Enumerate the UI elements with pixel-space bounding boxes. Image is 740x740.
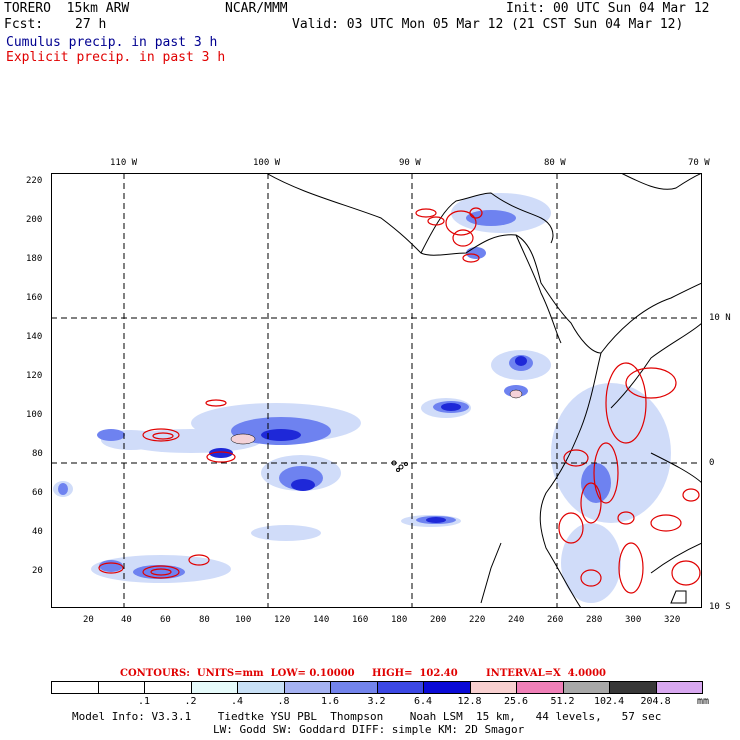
valid-time: Valid: 03 UTC Mon 05 Mar 12 (21 CST Sun … (292, 17, 684, 32)
x-tick-label: 140 (313, 615, 330, 625)
y-tick-label: 220 (26, 176, 43, 186)
init-time: Init: 00 UTC Sun 04 Mar 12 (506, 1, 710, 16)
legend-explicit: Explicit precip. in past 3 h (6, 50, 226, 65)
forecast-hour: 27 h (75, 17, 107, 32)
x-tick-label: 300 (625, 615, 642, 625)
y-tick-label: 200 (26, 215, 43, 225)
x-tick-label: 320 (664, 615, 681, 625)
x-tick-label: 220 (469, 615, 486, 625)
y-tick-label: 20 (32, 566, 43, 576)
color-scale-swatch (330, 681, 378, 694)
color-scale-swatch (423, 681, 471, 694)
y-tick-label: 80 (32, 449, 43, 459)
y-tick-label: 140 (26, 332, 43, 342)
contour-high: HIGH= 102.40 (372, 668, 458, 679)
model-physics: LW: Godd SW: Goddard DIFF: simple KM: 2D… (213, 723, 525, 736)
y-tick-label: 120 (26, 371, 43, 381)
explicit-precip-contours (98, 207, 701, 594)
x-tick-label: 80 (199, 615, 210, 625)
x-tick-label: 20 (83, 615, 94, 625)
map-frame (51, 173, 702, 608)
contour-info: CONTOURS: UNITS=mm LOW= 0.10000 (120, 668, 355, 679)
color-scale-label: 12.8 (457, 696, 482, 707)
y-tick-label: 60 (32, 488, 43, 498)
x-tick-label: 120 (274, 615, 291, 625)
x-tick-label: 40 (121, 615, 132, 625)
y-tick-label: 180 (26, 254, 43, 264)
model-info: Model Info: V3.3.1 Tiedtke YSU PBL Thomp… (72, 710, 662, 723)
lon-label: 110 W (110, 158, 138, 168)
contour-interval: INTERVAL=X 4.0000 (486, 668, 606, 679)
color-scale-swatch (609, 681, 657, 694)
color-scale-swatch (562, 681, 610, 694)
lat-lon-grid (51, 173, 702, 608)
color-scale-label: .1 (138, 696, 151, 707)
x-tick-label: 180 (391, 615, 408, 625)
lon-label: 70 W (688, 158, 710, 168)
color-scale-label: 204.8 (640, 696, 671, 707)
heavy-precip-shading (209, 356, 527, 523)
x-tick-label: 280 (586, 615, 603, 625)
x-tick-label: 100 (235, 615, 252, 625)
color-scale-swatch (190, 681, 238, 694)
color-scale-label: .4 (231, 696, 244, 707)
legend-cumulus: Cumulus precip. in past 3 h (6, 35, 218, 50)
color-scale-units: mm (697, 696, 710, 707)
x-tick-label: 260 (547, 615, 564, 625)
forecast-label: Fcst: (4, 17, 44, 32)
x-tick-label: 240 (508, 615, 525, 625)
lon-label: 90 W (399, 158, 421, 168)
color-scale-swatch (469, 681, 517, 694)
color-scale-swatch (516, 681, 564, 694)
lat-label: 10 N (709, 313, 731, 323)
color-scale-label: .8 (277, 696, 290, 707)
lon-label: 100 W (253, 158, 281, 168)
color-scale-label: 25.6 (504, 696, 529, 707)
lat-label: 10 S (709, 602, 731, 612)
color-scale-swatch (376, 681, 424, 694)
y-tick-label: 100 (26, 410, 43, 420)
x-tick-label: 60 (160, 615, 171, 625)
color-scale-label: 3.2 (367, 696, 386, 707)
color-scale-label: .2 (184, 696, 197, 707)
color-scale-swatch (51, 681, 99, 694)
color-scale-label: 1.6 (321, 696, 340, 707)
color-scale-swatch (97, 681, 145, 694)
color-scale-swatch (144, 681, 192, 694)
organization: NCAR/MMM (225, 1, 288, 16)
color-scale-label: 6.4 (414, 696, 433, 707)
x-tick-label: 200 (430, 615, 447, 625)
lon-label: 80 W (544, 158, 566, 168)
y-tick-label: 160 (26, 293, 43, 303)
color-scale-swatch (655, 681, 703, 694)
color-scale-label: 102.4 (594, 696, 625, 707)
color-scale-label: 51.2 (550, 696, 575, 707)
x-tick-label: 160 (352, 615, 369, 625)
color-scale-swatch (237, 681, 285, 694)
moderate-precip-shading (58, 210, 611, 579)
color-scale-swatch (283, 681, 331, 694)
precipitation-map (51, 173, 702, 608)
y-tick-label: 40 (32, 527, 43, 537)
model-name: TORERO 15km ARW (4, 1, 130, 16)
lat-label: 0 (709, 458, 715, 468)
light-precip-shading (53, 193, 671, 603)
coastlines (265, 173, 702, 608)
extreme-precip-shading (230, 389, 523, 445)
